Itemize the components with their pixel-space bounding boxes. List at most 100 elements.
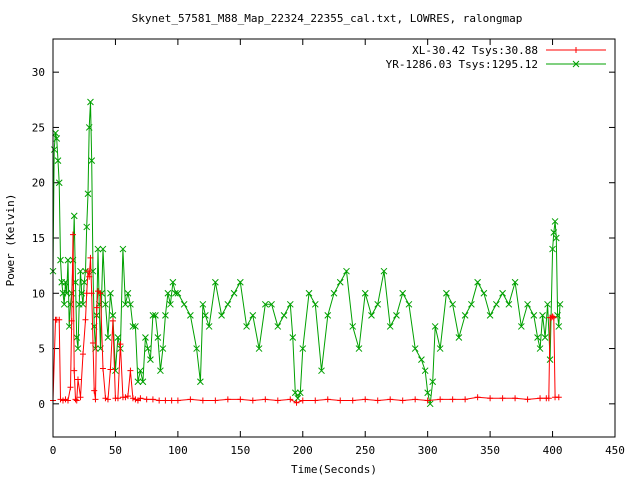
data-point bbox=[261, 300, 269, 308]
data-point bbox=[224, 300, 232, 308]
data-point bbox=[67, 300, 74, 308]
data-point bbox=[71, 367, 78, 374]
data-point bbox=[249, 312, 257, 319]
legend-label: XL-30.42 Tsys:30.88 bbox=[412, 44, 538, 57]
data-point bbox=[455, 334, 463, 341]
data-point bbox=[89, 340, 96, 347]
data-point bbox=[154, 334, 162, 341]
data-point bbox=[143, 396, 150, 403]
y-axis-label: Power (Kelvin) bbox=[4, 194, 17, 287]
data-point bbox=[132, 323, 139, 330]
data-point bbox=[539, 312, 546, 319]
data-point bbox=[199, 397, 206, 404]
legend-marker bbox=[572, 60, 580, 68]
data-point bbox=[73, 397, 80, 404]
data-point bbox=[287, 396, 294, 403]
x-axis-label: Time(Seconds) bbox=[291, 463, 377, 476]
data-point bbox=[167, 300, 174, 308]
data-point bbox=[421, 367, 429, 375]
series-layer bbox=[49, 98, 564, 408]
data-point bbox=[68, 317, 75, 324]
data-point bbox=[129, 323, 137, 330]
data-point bbox=[77, 394, 84, 401]
data-point bbox=[517, 323, 525, 330]
data-point bbox=[549, 313, 556, 320]
data-point bbox=[274, 323, 282, 330]
data-point bbox=[152, 312, 159, 319]
data-point bbox=[255, 345, 263, 352]
data-point bbox=[162, 397, 169, 404]
data-point bbox=[474, 394, 481, 401]
data-point bbox=[99, 365, 106, 372]
plot-frame bbox=[52, 38, 616, 438]
data-point bbox=[63, 289, 71, 297]
data-point bbox=[405, 300, 413, 308]
data-point bbox=[104, 334, 112, 341]
data-point bbox=[296, 389, 304, 397]
data-point bbox=[134, 378, 142, 386]
y-tick-label: 25 bbox=[32, 121, 45, 134]
data-point bbox=[362, 396, 369, 403]
data-point bbox=[127, 300, 134, 308]
data-point bbox=[109, 312, 117, 319]
data-point bbox=[174, 289, 182, 297]
x-tick-label: 250 bbox=[355, 444, 375, 457]
data-point bbox=[164, 289, 172, 297]
data-point bbox=[102, 300, 109, 308]
data-point bbox=[64, 397, 71, 404]
data-point bbox=[549, 245, 556, 253]
data-point bbox=[205, 323, 213, 330]
data-point bbox=[122, 300, 129, 308]
data-point bbox=[197, 378, 204, 386]
data-point bbox=[79, 351, 86, 358]
chart-title: Skynet_57581_M88_Map_22324_22355_cal.txt… bbox=[132, 12, 523, 25]
data-point bbox=[418, 356, 425, 363]
data-point bbox=[149, 312, 157, 319]
data-point bbox=[107, 366, 114, 373]
data-point bbox=[429, 378, 437, 386]
data-point bbox=[474, 278, 481, 286]
x-tick-label: 300 bbox=[418, 444, 438, 457]
data-point bbox=[174, 397, 181, 404]
x-tick-label: 150 bbox=[230, 444, 250, 457]
data-point bbox=[555, 323, 563, 330]
data-point bbox=[142, 334, 149, 341]
data-point bbox=[156, 397, 163, 404]
data-point bbox=[299, 345, 307, 352]
data-point bbox=[149, 396, 156, 403]
data-point bbox=[262, 396, 269, 403]
legend-label: YR-1286.03 Tsys:1295.12 bbox=[386, 58, 538, 71]
data-point bbox=[374, 397, 381, 404]
data-point bbox=[147, 356, 154, 363]
data-point bbox=[70, 212, 78, 220]
data-point bbox=[93, 304, 100, 311]
data-point bbox=[139, 378, 147, 386]
data-point bbox=[487, 395, 494, 402]
data-point bbox=[530, 312, 538, 319]
data-point bbox=[293, 399, 300, 406]
data-point bbox=[274, 397, 281, 404]
data-point bbox=[193, 345, 200, 352]
data-point bbox=[85, 124, 93, 131]
data-point bbox=[424, 397, 431, 404]
axis-ticks: 0 50 100 150 200 250 300 350 400 450 0 5 10 15 20 25 30 bbox=[32, 39, 625, 457]
data-point bbox=[57, 256, 64, 264]
data-point bbox=[512, 395, 519, 402]
data-point bbox=[311, 300, 319, 308]
data-point bbox=[117, 341, 124, 348]
data-point bbox=[544, 300, 551, 308]
data-point bbox=[72, 396, 79, 403]
data-point bbox=[399, 397, 406, 404]
data-point bbox=[67, 384, 74, 391]
data-point bbox=[536, 345, 544, 352]
y-tick-label: 0 bbox=[38, 398, 45, 411]
data-point bbox=[56, 316, 63, 323]
data-point bbox=[555, 394, 562, 401]
data-point bbox=[387, 396, 394, 403]
data-point bbox=[169, 278, 177, 286]
data-point bbox=[424, 389, 432, 397]
data-point bbox=[82, 316, 89, 323]
data-point bbox=[431, 323, 439, 330]
data-point bbox=[64, 256, 72, 264]
